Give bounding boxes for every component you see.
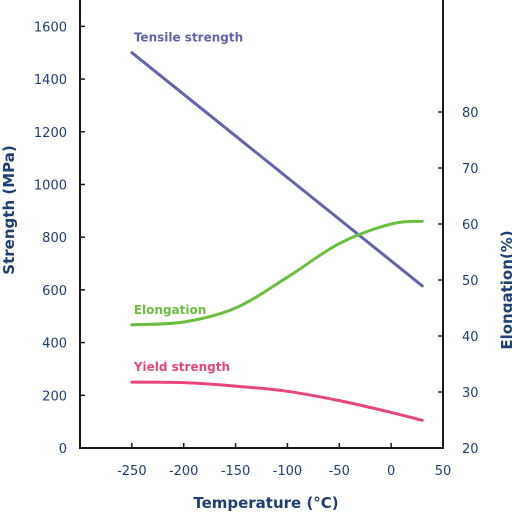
yield-strength-line xyxy=(130,380,424,422)
right-tick-label: 80 xyxy=(462,106,479,121)
x-axis-title: Temperature (°C) xyxy=(193,494,338,512)
right-tick-label: 70 xyxy=(462,162,479,177)
left-axis-ticks: 0 200 400 600 800 1000 1200 1400 1600 xyxy=(34,20,85,457)
tensile-strength-label: Tensile strength xyxy=(134,31,243,45)
x-tick-label: -100 xyxy=(273,464,303,479)
right-axis-title: Elongation(%) xyxy=(498,230,512,349)
left-tick-label: 600 xyxy=(42,284,67,299)
left-tick-label: 1200 xyxy=(34,126,67,141)
x-tick-label: -50 xyxy=(329,464,350,479)
left-axis-title: Strength (MPa) xyxy=(0,145,18,274)
right-tick-label: 50 xyxy=(462,274,479,289)
right-tick-label: 60 xyxy=(462,218,479,233)
x-axis-ticks: -250 -200 -150 -100 -50 0 50 xyxy=(117,443,451,479)
left-tick-label: 1000 xyxy=(34,178,67,193)
tensile-strength-line xyxy=(130,51,424,288)
right-tick-label: 20 xyxy=(462,442,479,457)
left-tick-label: 1400 xyxy=(34,73,67,88)
left-tick-label: 1600 xyxy=(34,20,67,35)
x-tick-label: -200 xyxy=(169,464,199,479)
right-axis-ticks: 20 30 40 50 60 70 80 xyxy=(438,106,479,457)
elongation-label: Elongation xyxy=(134,303,206,317)
right-tick-label: 30 xyxy=(462,386,479,401)
left-tick-label: 0 xyxy=(59,442,67,457)
left-tick-label: 400 xyxy=(42,337,67,352)
series-group xyxy=(130,51,424,422)
elongation-line xyxy=(130,219,424,327)
left-tick-label: 800 xyxy=(42,231,67,246)
yield-strength-label: Yield strength xyxy=(133,360,230,374)
right-tick-label: 40 xyxy=(462,330,479,345)
x-tick-label: -150 xyxy=(221,464,251,479)
x-tick-label: 50 xyxy=(435,464,452,479)
x-tick-label: 0 xyxy=(387,464,395,479)
x-tick-label: -250 xyxy=(117,464,147,479)
series-labels: Tensile strength Elongation Yield strength xyxy=(133,31,243,374)
left-tick-label: 200 xyxy=(42,389,67,404)
